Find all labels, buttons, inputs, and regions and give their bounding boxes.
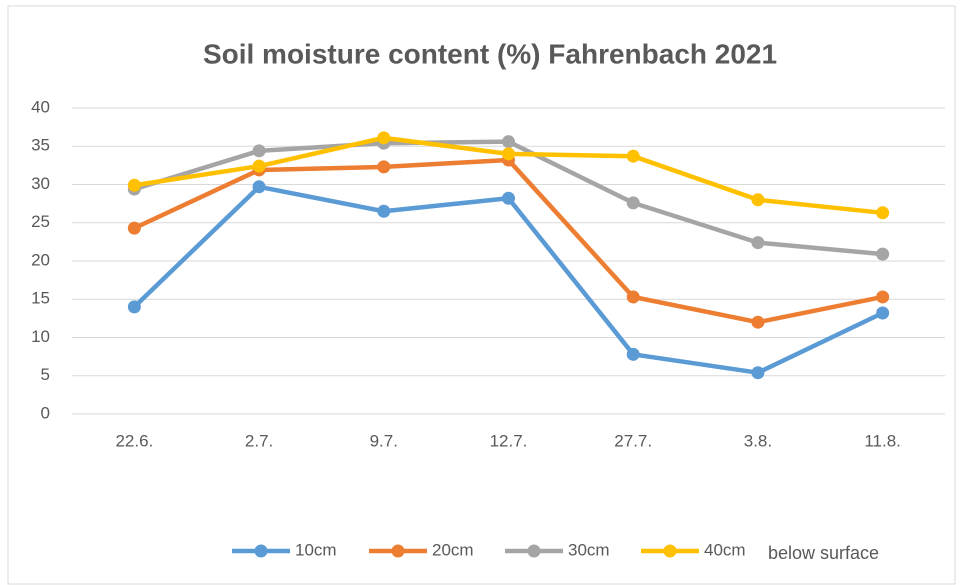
chart-frame [7, 5, 956, 585]
y-tick-label: 25 [31, 212, 50, 231]
x-tick-label: 2.7. [245, 431, 273, 450]
x-tick-label: 11.8. [864, 431, 901, 450]
data-point [252, 144, 266, 158]
y-tick-label: 10 [31, 327, 50, 346]
data-point [377, 204, 391, 218]
data-point [626, 347, 640, 361]
data-point [502, 191, 515, 205]
legend-label: 20cm [432, 540, 474, 559]
x-tick-label: 3.8. [744, 431, 772, 450]
data-point [876, 290, 890, 304]
y-tick-label: 30 [31, 174, 50, 193]
data-point [751, 315, 765, 329]
legend-marker [391, 544, 405, 558]
y-tick-label: 40 [31, 97, 50, 116]
y-tick-label: 15 [31, 289, 50, 308]
data-point [876, 206, 890, 220]
x-tick-label: 12.7. [490, 431, 528, 450]
data-point [751, 193, 765, 207]
y-tick-label: 35 [31, 136, 50, 155]
y-tick-label: 0 [41, 403, 50, 422]
y-tick-label: 20 [31, 250, 50, 269]
data-point [502, 147, 515, 161]
legend-label: 10cm [295, 540, 337, 559]
data-point [127, 221, 141, 235]
data-point [626, 290, 640, 304]
data-point [751, 366, 765, 380]
data-point [377, 131, 391, 145]
data-point [127, 178, 141, 192]
data-point [127, 300, 141, 314]
data-point [626, 196, 640, 210]
data-point [377, 160, 391, 174]
data-point [502, 135, 515, 149]
data-point [876, 247, 890, 261]
y-tick-label: 5 [41, 365, 50, 384]
legend-marker [663, 544, 677, 558]
data-point [252, 159, 266, 173]
legend-marker [527, 544, 541, 558]
legend-label: 40cm [704, 540, 746, 559]
x-tick-label: 9.7. [370, 431, 398, 450]
x-tick-label: 27.7. [614, 431, 652, 450]
data-point [626, 149, 640, 163]
legend-note: below surface [768, 543, 879, 563]
legend-label: 30cm [568, 540, 610, 559]
data-point [751, 236, 765, 250]
legend-marker [254, 544, 268, 558]
x-tick-label: 22.6. [115, 431, 153, 450]
chart-title: Soil moisture content (%) Fahrenbach 202… [203, 38, 777, 69]
data-point [252, 180, 266, 194]
data-point [876, 306, 890, 320]
